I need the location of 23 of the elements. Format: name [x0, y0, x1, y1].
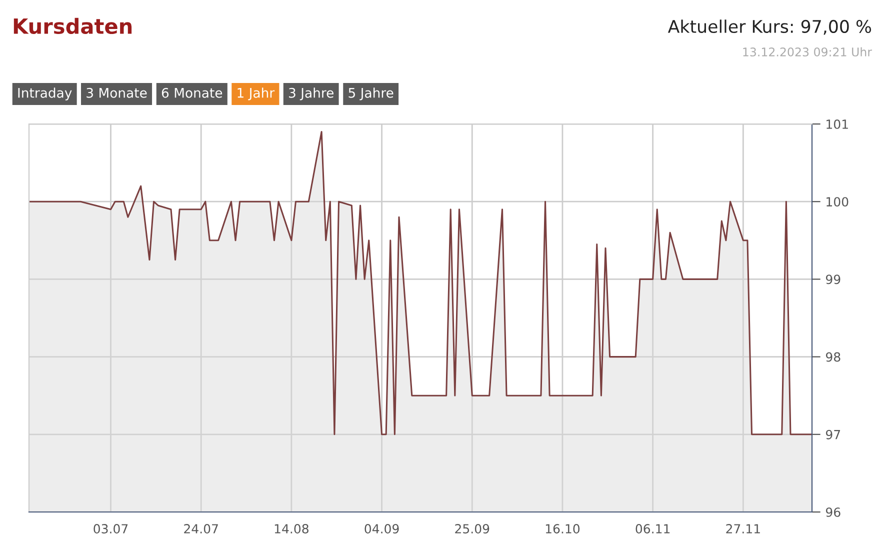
x-tick-label: 04.09 [364, 524, 399, 534]
y-tick-label: 99 [826, 274, 840, 284]
text: 5 Jahre [348, 88, 394, 100]
x-tick-label: 16.10 [546, 524, 580, 534]
x-tick-label: 25.09 [455, 524, 490, 534]
chart-title: Kursdaten [14, 18, 132, 34]
y-tick-label: 96 [826, 507, 840, 517]
y-tick-label: 97 [826, 430, 840, 440]
text: 3 Monate [86, 88, 147, 98]
x-tick-label: 14.08 [274, 524, 308, 534]
text: 6 Monate [162, 88, 222, 98]
y-tick-label: 98 [826, 352, 840, 362]
x-tick-label: 24.07 [184, 524, 218, 534]
x-tick-label: 27.11 [726, 524, 760, 534]
x-tick-label: 06.11 [636, 524, 670, 534]
x-tick-label: 03.07 [94, 524, 128, 534]
y-tick-label: 100 [826, 197, 848, 207]
text: Aktueller Kurs: 97,00 % [668, 20, 872, 35]
text: Intraday [18, 88, 72, 100]
text: 1 Jahr [238, 88, 275, 100]
y-tick-label: 101 [826, 119, 848, 129]
text: 13.12.2023 09:21 Uhr [743, 47, 872, 56]
text: 3 Jahre [289, 88, 334, 100]
